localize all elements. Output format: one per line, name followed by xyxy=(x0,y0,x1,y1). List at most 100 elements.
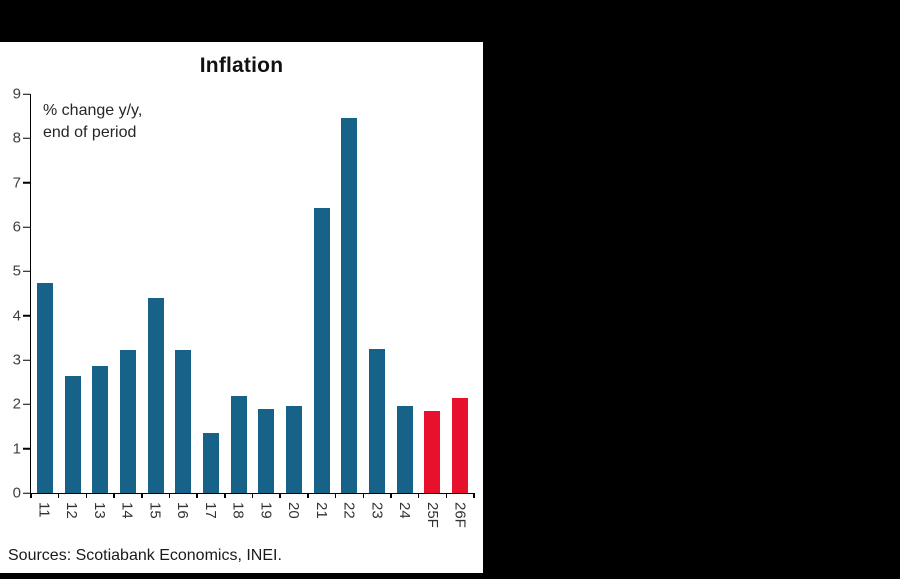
y-tick-mark xyxy=(23,492,30,494)
x-tick-label: 15 xyxy=(146,502,164,519)
bar-slot-18 xyxy=(225,94,253,493)
y-tick-label: 1 xyxy=(12,440,21,458)
x-tick-label: 19 xyxy=(257,502,275,519)
x-tick-label: 12 xyxy=(63,502,81,519)
y-tick-mark xyxy=(23,314,30,317)
x-label-slot-13: 13 xyxy=(86,500,114,558)
x-label-slot-24: 24 xyxy=(391,500,419,558)
x-tick-label: 13 xyxy=(90,502,108,519)
bar-19 xyxy=(258,408,275,493)
bar-18 xyxy=(230,395,247,493)
x-label-slot-19: 19 xyxy=(252,500,280,558)
bar-slot-11 xyxy=(31,94,59,493)
x-tick-label: 25F xyxy=(423,502,441,528)
y-tick-mark xyxy=(23,270,30,273)
y-tick-mark xyxy=(23,226,30,228)
x-tick-mark xyxy=(334,493,337,498)
bar-slot-25F xyxy=(419,94,447,493)
x-tick-label: 26F xyxy=(451,502,469,528)
bar-slot-19 xyxy=(253,94,281,493)
x-tick-mark xyxy=(473,493,475,498)
bar-slot-21 xyxy=(308,94,336,493)
bar-slot-20 xyxy=(280,94,308,493)
x-tick-mark xyxy=(113,493,115,498)
bar-17 xyxy=(202,432,219,493)
annotation-line-2: end of period xyxy=(43,123,137,141)
bar-slot-16 xyxy=(169,94,197,493)
bar-slot-26F xyxy=(446,94,474,493)
bar-14 xyxy=(119,350,136,493)
chart-title: Inflation xyxy=(199,54,284,77)
x-tick-mark xyxy=(141,493,143,498)
chart-annotation: % change y/y, end of period xyxy=(43,100,142,143)
bar-slot-12 xyxy=(59,94,87,493)
y-tick-label: 9 xyxy=(12,85,21,103)
x-tick-label: 17 xyxy=(201,502,219,519)
bar-21 xyxy=(313,207,330,493)
x-tick-mark xyxy=(30,493,32,498)
bars-container xyxy=(31,94,474,493)
y-tick-label: 4 xyxy=(12,307,21,325)
bar-20 xyxy=(286,405,303,493)
x-tick-mark xyxy=(168,493,171,498)
x-label-slot-15: 15 xyxy=(141,500,169,558)
bar-26F xyxy=(452,397,469,493)
y-tick-mark xyxy=(23,93,30,95)
y-tick-mark xyxy=(23,181,30,184)
bar-15 xyxy=(147,297,164,493)
bar-12 xyxy=(64,375,81,493)
bar-22 xyxy=(341,117,358,493)
x-tick-mark xyxy=(57,493,60,498)
x-label-slot-12: 12 xyxy=(58,500,86,558)
x-label-slot-16: 16 xyxy=(169,500,197,558)
x-tick-label: 22 xyxy=(340,502,358,519)
bar-24 xyxy=(396,405,413,493)
y-tick-label: 5 xyxy=(12,262,21,280)
x-label-slot-17: 17 xyxy=(197,500,225,558)
plot-area: % change y/y, end of period 0 1 2 3 4 5 6 7 8 9 xyxy=(13,87,475,501)
x-label-slot-11: 11 xyxy=(30,500,58,558)
y-tick-mark xyxy=(23,359,30,361)
y-tick-label: 8 xyxy=(12,129,21,147)
x-label-slot-25F: 25F xyxy=(419,500,447,558)
x-tick-mark xyxy=(307,493,309,498)
x-label-slot-26F: 26F xyxy=(446,500,474,558)
bar-slot-22 xyxy=(336,94,364,493)
x-tick-label: 24 xyxy=(396,502,414,519)
x-label-slot-22: 22 xyxy=(335,500,363,558)
bar-23 xyxy=(369,349,386,493)
bar-slot-13 xyxy=(86,94,114,493)
x-tick-mark xyxy=(251,493,254,498)
x-tick-mark xyxy=(445,493,448,498)
x-tick-label: 14 xyxy=(118,502,136,519)
y-tick-label: 6 xyxy=(12,218,21,236)
y-tick-mark xyxy=(23,137,30,140)
bar-25F xyxy=(424,410,441,493)
x-tick-label: 23 xyxy=(368,502,386,519)
bar-11 xyxy=(36,282,53,493)
x-tick-mark xyxy=(196,493,198,498)
bar-slot-15 xyxy=(142,94,170,493)
bar-slot-24 xyxy=(391,94,419,493)
x-tick-mark xyxy=(362,493,364,498)
y-tick-label: 7 xyxy=(12,174,21,192)
y-tick-mark xyxy=(23,447,30,450)
bar-13 xyxy=(92,366,109,493)
x-tick-label: 16 xyxy=(174,502,192,519)
x-tick-label: 18 xyxy=(229,502,247,519)
bar-16 xyxy=(175,349,192,493)
y-tick-mark xyxy=(23,403,30,406)
x-label-slot-20: 20 xyxy=(280,500,308,558)
x-label-slot-21: 21 xyxy=(308,500,336,558)
x-tick-mark xyxy=(85,493,88,498)
y-tick-label: 3 xyxy=(12,351,21,369)
x-label-slot-14: 14 xyxy=(113,500,141,558)
y-tick-label: 2 xyxy=(12,395,21,413)
x-tick-label: 11 xyxy=(35,502,53,518)
annotation-line-1: % change y/y, xyxy=(43,102,143,119)
bar-slot-17 xyxy=(197,94,225,493)
x-tick-label: 21 xyxy=(312,502,330,519)
x-label-slot-18: 18 xyxy=(224,500,252,558)
